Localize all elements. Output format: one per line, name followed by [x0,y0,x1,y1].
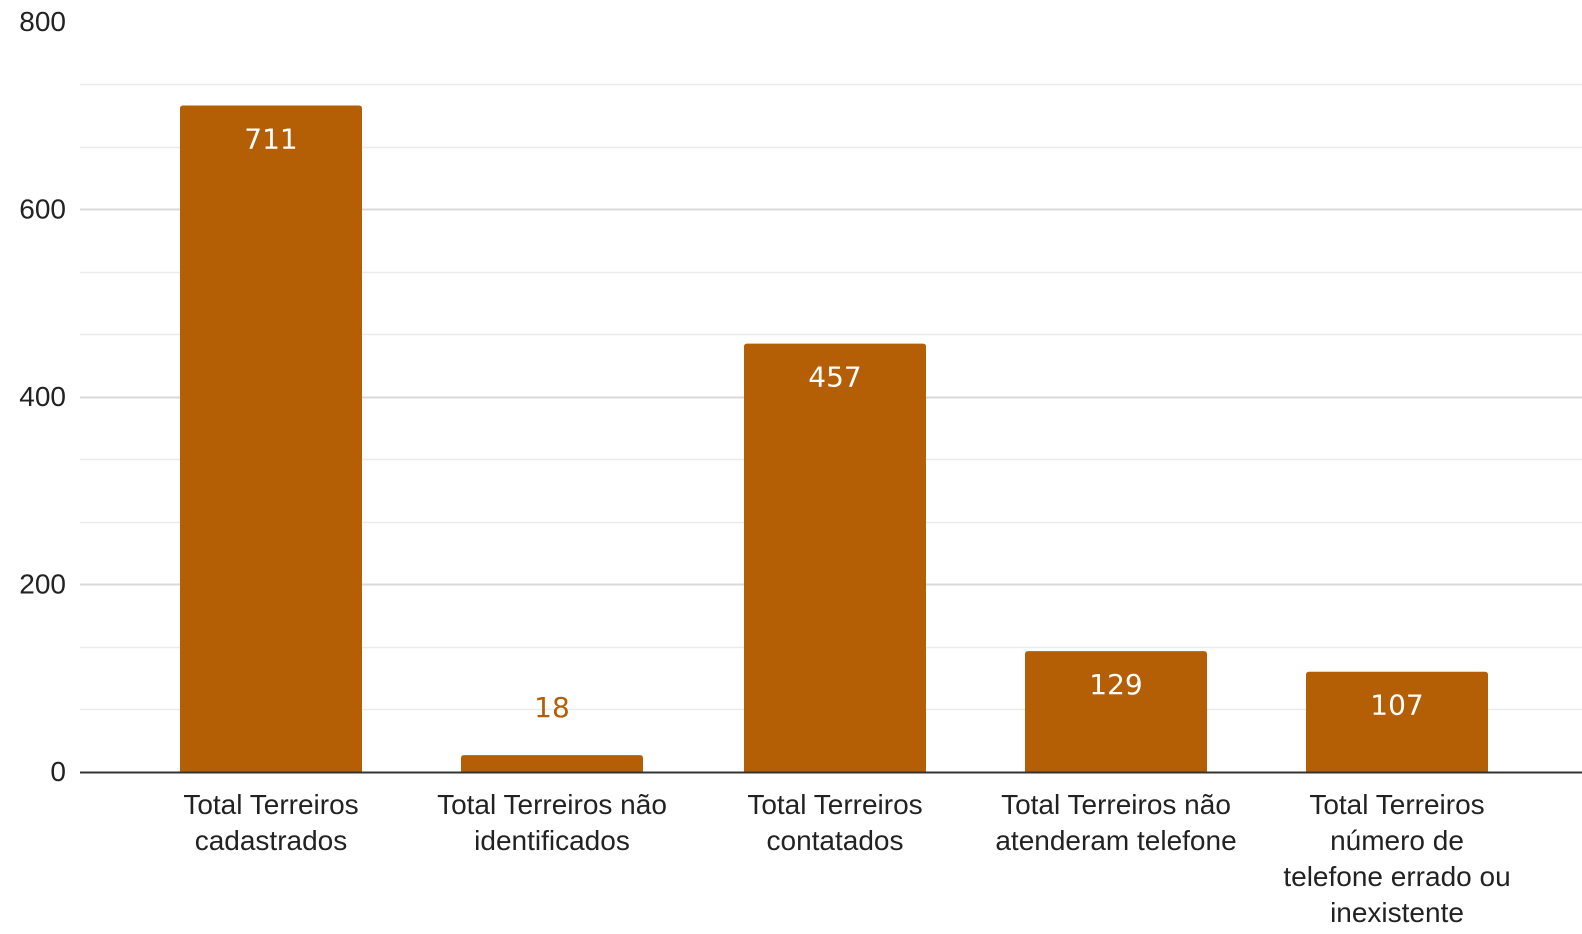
data-label: 107 [1370,689,1423,722]
x-category-label-line: inexistente [1330,897,1464,928]
y-tick-label: 600 [19,194,66,225]
x-category-label-line: número de [1330,825,1464,856]
x-category-label-line: Total Terreiros [183,789,358,820]
bar [180,105,362,772]
x-category-label: Total Terreiros não atenderam telefone [995,789,1236,856]
x-category-label: Total Terreiros cadastrados [183,789,358,856]
bar [1025,651,1207,772]
bar [1306,671,1488,772]
x-category-label-line: Total Terreiros não [1001,789,1231,820]
x-category-label: Total Terreiros número de telefone errado … [1283,789,1510,928]
x-category-label-line: Total Terreiros [1309,789,1484,820]
x-category-label-line: Total Terreiros [747,789,922,820]
x-category-label-line: contatados [767,825,904,856]
y-axis-tick-labels: 0 200 400 600 800 [19,6,66,787]
bar [744,343,926,772]
x-category-label-line: cadastrados [195,825,348,856]
data-label: 129 [1089,668,1142,701]
x-category-label-line: Total Terreiros não [437,789,667,820]
y-tick-label: 400 [19,381,66,412]
x-category-label-line: telefone errado ou [1283,861,1510,892]
x-category-label: Total Terreiros contatados [747,789,922,856]
data-label: 711 [244,122,297,155]
data-label: 18 [534,691,570,724]
y-tick-label: 800 [19,6,66,37]
x-category-label-line: identificados [474,825,630,856]
y-tick-label: 0 [50,756,66,787]
data-labels: 711 18 457 129 107 [244,122,1423,724]
x-category-label: Total Terreiros não identificados [437,789,667,856]
x-category-label-line: atenderam telefone [995,825,1236,856]
bars [180,105,1488,772]
data-label: 457 [808,361,861,394]
bar [461,755,643,772]
y-tick-label: 200 [19,569,66,600]
